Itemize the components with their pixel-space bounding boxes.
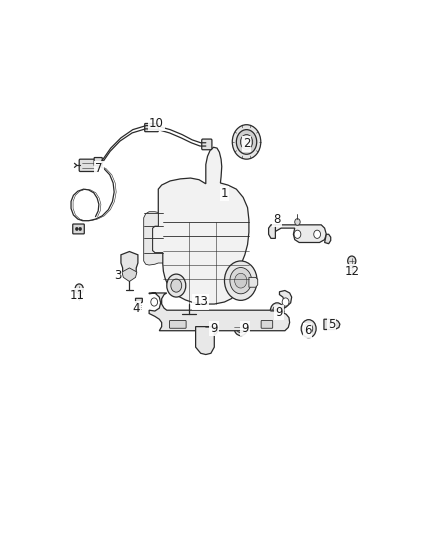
Polygon shape [135, 298, 142, 304]
Polygon shape [152, 147, 249, 304]
Circle shape [230, 268, 251, 294]
FancyBboxPatch shape [170, 320, 186, 328]
Circle shape [237, 130, 257, 154]
Circle shape [239, 325, 243, 330]
Circle shape [348, 256, 356, 266]
Text: 9: 9 [241, 322, 249, 335]
Polygon shape [325, 235, 331, 244]
Polygon shape [324, 319, 340, 329]
Circle shape [171, 279, 182, 292]
Text: 11: 11 [69, 289, 84, 302]
Circle shape [205, 319, 219, 336]
FancyBboxPatch shape [79, 159, 98, 172]
Polygon shape [144, 212, 162, 265]
Text: 8: 8 [273, 213, 281, 227]
Polygon shape [196, 327, 214, 354]
Circle shape [314, 230, 321, 238]
Circle shape [275, 309, 279, 313]
Circle shape [270, 303, 284, 319]
Text: 12: 12 [344, 265, 359, 278]
Circle shape [294, 230, 301, 238]
Circle shape [232, 125, 261, 159]
Circle shape [240, 134, 253, 149]
Circle shape [75, 227, 78, 231]
Text: 2: 2 [243, 138, 250, 150]
Circle shape [75, 284, 83, 294]
Text: 9: 9 [275, 306, 283, 319]
Text: 13: 13 [193, 295, 208, 309]
Polygon shape [122, 268, 137, 281]
FancyBboxPatch shape [94, 158, 102, 166]
Circle shape [207, 322, 216, 333]
Polygon shape [149, 290, 292, 330]
Polygon shape [249, 277, 258, 287]
Text: 4: 4 [132, 302, 140, 314]
Circle shape [167, 274, 186, 297]
Text: 10: 10 [149, 117, 164, 130]
Circle shape [329, 321, 335, 327]
Circle shape [225, 261, 257, 301]
Text: 9: 9 [211, 322, 218, 335]
Text: 3: 3 [114, 269, 121, 282]
Circle shape [209, 325, 214, 330]
Text: 6: 6 [304, 324, 311, 337]
Text: 5: 5 [328, 318, 335, 331]
Polygon shape [268, 225, 276, 238]
Text: 7: 7 [95, 162, 102, 175]
Circle shape [237, 322, 245, 333]
FancyBboxPatch shape [261, 320, 273, 328]
Polygon shape [276, 225, 326, 243]
Circle shape [282, 298, 289, 306]
Circle shape [304, 324, 313, 334]
Circle shape [301, 320, 316, 338]
FancyBboxPatch shape [73, 224, 84, 234]
Polygon shape [121, 252, 138, 277]
Circle shape [273, 306, 282, 317]
Text: 1: 1 [221, 187, 228, 200]
Circle shape [79, 227, 81, 231]
Circle shape [235, 273, 247, 288]
FancyBboxPatch shape [145, 124, 158, 132]
Circle shape [295, 219, 300, 225]
FancyBboxPatch shape [202, 139, 212, 150]
Circle shape [151, 298, 158, 306]
Circle shape [234, 319, 247, 336]
